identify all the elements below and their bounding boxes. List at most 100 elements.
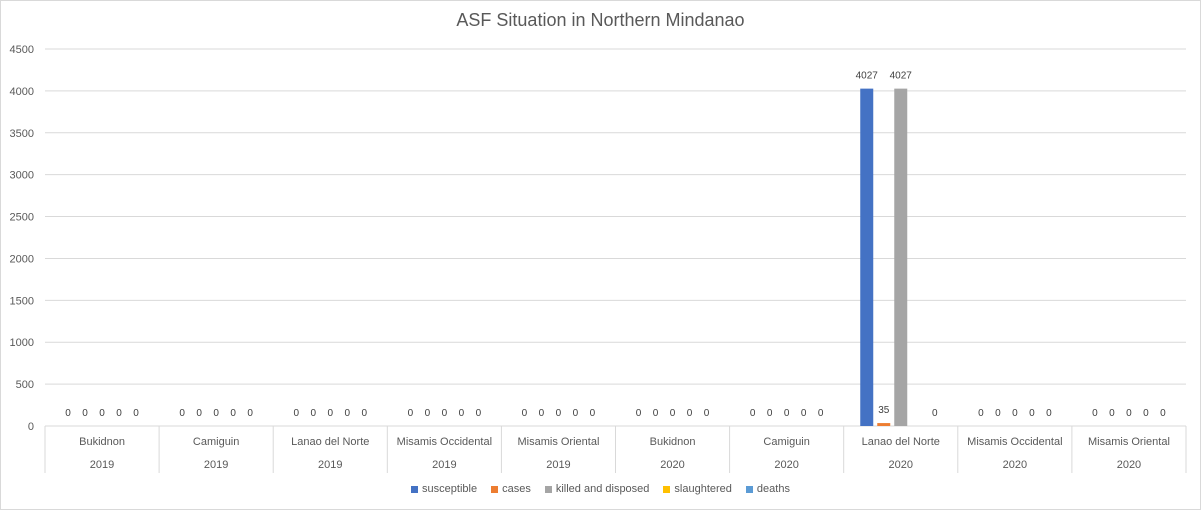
data-label: 0 bbox=[522, 408, 528, 419]
data-label: 35 bbox=[878, 405, 890, 416]
x-year-label: 2019 bbox=[318, 459, 342, 471]
legend-item: killed and disposed bbox=[544, 483, 650, 495]
y-tick-label: 1500 bbox=[10, 295, 34, 307]
y-tick-label: 2500 bbox=[10, 212, 34, 224]
chart-legend: susceptible cases killed and disposed slaug… bbox=[1, 483, 1200, 495]
x-category-label: Camiguin bbox=[193, 436, 239, 448]
data-label: 0 bbox=[653, 408, 659, 419]
y-tick-label: 3000 bbox=[10, 170, 34, 182]
x-year-label: 2019 bbox=[90, 459, 114, 471]
data-label: 0 bbox=[767, 408, 773, 419]
data-label: 0 bbox=[82, 408, 88, 419]
data-label: 0 bbox=[636, 408, 642, 419]
y-tick-label: 3500 bbox=[10, 128, 34, 140]
legend-label: susceptible bbox=[422, 483, 478, 495]
legend-swatch bbox=[544, 485, 552, 493]
x-category-label: Misamis Occidental bbox=[967, 436, 1062, 448]
x-category-label: Bukidnon bbox=[650, 436, 696, 448]
data-label: 0 bbox=[784, 408, 790, 419]
data-label: 0 bbox=[196, 408, 202, 419]
legend-label: cases bbox=[502, 483, 531, 495]
data-label: 0 bbox=[476, 408, 482, 419]
data-label: 0 bbox=[539, 408, 545, 419]
legend-swatch bbox=[745, 485, 753, 493]
x-category-label: Misamis Oriental bbox=[517, 436, 599, 448]
data-label: 0 bbox=[687, 408, 693, 419]
y-tick-label: 2000 bbox=[10, 253, 34, 265]
data-label: 0 bbox=[1126, 408, 1132, 419]
legend-label: killed and disposed bbox=[555, 483, 650, 495]
bar bbox=[877, 423, 891, 426]
legend-item: deaths bbox=[745, 483, 790, 495]
data-label: 0 bbox=[1160, 408, 1166, 419]
y-tick-label: 4000 bbox=[10, 86, 34, 98]
chart-title: ASF Situation in Northern Mindanao bbox=[456, 10, 745, 30]
data-label: 0 bbox=[230, 408, 236, 419]
data-label: 0 bbox=[327, 408, 333, 419]
x-year-label: 2020 bbox=[660, 459, 684, 471]
data-label: 0 bbox=[293, 408, 299, 419]
data-label: 0 bbox=[213, 408, 219, 419]
data-label: 0 bbox=[99, 408, 105, 419]
data-label: 0 bbox=[1109, 408, 1115, 419]
data-label: 0 bbox=[459, 408, 465, 419]
data-label: 0 bbox=[116, 408, 122, 419]
data-label: 0 bbox=[425, 408, 431, 419]
data-label: 0 bbox=[1143, 408, 1149, 419]
data-label: 0 bbox=[1012, 408, 1018, 419]
y-tick-label: 1000 bbox=[10, 337, 34, 349]
y-tick-label: 500 bbox=[16, 379, 34, 391]
x-category-label: Lanao del Norte bbox=[291, 436, 369, 448]
legend-item: susceptible bbox=[411, 483, 477, 495]
x-year-label: 2020 bbox=[774, 459, 798, 471]
data-label: 0 bbox=[704, 408, 710, 419]
legend-swatch bbox=[663, 485, 671, 493]
legend-label: slaughtered bbox=[674, 483, 732, 495]
legend-item: slaughtered bbox=[663, 483, 732, 495]
y-tick-label: 4500 bbox=[10, 44, 34, 56]
x-year-label: 2020 bbox=[1117, 459, 1141, 471]
x-category-label: Misamis Oriental bbox=[1088, 436, 1170, 448]
data-label: 0 bbox=[801, 408, 807, 419]
data-label: 0 bbox=[310, 408, 316, 419]
legend-item: cases bbox=[491, 483, 531, 495]
data-label: 0 bbox=[179, 408, 185, 419]
x-year-label: 2019 bbox=[432, 459, 456, 471]
data-label: 0 bbox=[408, 408, 414, 419]
data-label: 0 bbox=[556, 408, 562, 419]
data-label: 0 bbox=[1029, 408, 1035, 419]
bar bbox=[860, 88, 874, 426]
data-label: 0 bbox=[995, 408, 1001, 419]
data-label: 0 bbox=[573, 408, 579, 419]
data-label: 0 bbox=[344, 408, 350, 419]
data-label: 0 bbox=[978, 408, 984, 419]
y-tick-label: 0 bbox=[28, 421, 34, 433]
data-label: 0 bbox=[750, 408, 756, 419]
x-category-label: Bukidnon bbox=[79, 436, 125, 448]
data-label: 0 bbox=[361, 408, 367, 419]
data-label: 0 bbox=[932, 408, 938, 419]
legend-swatch bbox=[491, 485, 499, 493]
x-year-label: 2019 bbox=[546, 459, 570, 471]
data-label: 0 bbox=[590, 408, 596, 419]
legend-swatch bbox=[411, 485, 419, 493]
x-year-label: 2020 bbox=[889, 459, 913, 471]
data-label: 0 bbox=[1092, 408, 1098, 419]
x-category-label: Misamis Occidental bbox=[397, 436, 492, 448]
data-label: 0 bbox=[818, 408, 824, 419]
x-year-label: 2019 bbox=[204, 459, 228, 471]
data-label: 4027 bbox=[856, 71, 879, 82]
data-label: 0 bbox=[133, 408, 139, 419]
x-category-label: Lanao del Norte bbox=[862, 436, 940, 448]
data-label: 0 bbox=[247, 408, 253, 419]
x-year-label: 2020 bbox=[1003, 459, 1027, 471]
data-label: 0 bbox=[442, 408, 448, 419]
legend-label: deaths bbox=[756, 483, 790, 495]
x-category-label: Camiguin bbox=[763, 436, 809, 448]
data-label: 0 bbox=[1046, 408, 1052, 419]
bar bbox=[894, 88, 908, 426]
data-label: 0 bbox=[65, 408, 71, 419]
data-label: 4027 bbox=[890, 71, 913, 82]
